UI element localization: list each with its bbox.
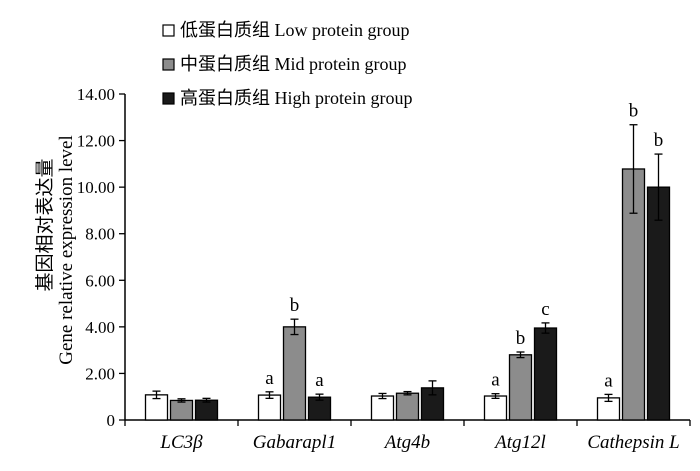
- y-axis-label-en: Gene relative expression level: [56, 135, 77, 364]
- significance-label: b: [654, 130, 664, 151]
- significance-label: a: [265, 368, 274, 389]
- bar: [395, 392, 420, 421]
- significance-label: c: [541, 299, 549, 320]
- bar: [508, 354, 533, 421]
- legend-swatch: [162, 24, 175, 37]
- y-tick-label: 2.00: [85, 364, 115, 383]
- y-tick-label: 6.00: [85, 271, 115, 290]
- axes: 0 2.00 4.00 6.00 8.00 10.00 12.00 14.00: [77, 85, 691, 430]
- significance-label: a: [315, 370, 324, 391]
- bar: [646, 186, 671, 421]
- bar: [370, 395, 395, 421]
- y-tick-label: 8.00: [85, 225, 115, 244]
- legend-label: 中蛋白质组 Mid protein group: [180, 54, 407, 74]
- bar: [169, 399, 194, 421]
- category-label: Cathepsin L: [587, 432, 679, 453]
- category-label: Atg4b: [383, 432, 430, 453]
- significance-label: a: [604, 370, 613, 391]
- bar: [483, 395, 508, 421]
- significance-label: a: [491, 370, 500, 391]
- bar: [533, 327, 558, 421]
- bar: [194, 399, 219, 421]
- category-label: Atg12l: [493, 432, 546, 453]
- significance-label: b: [516, 328, 526, 349]
- category-label: Gabarapl1: [253, 432, 336, 453]
- y-axis-label-cn: 基因相对表达量: [34, 158, 56, 291]
- significance-label: b: [629, 101, 639, 122]
- legend-swatch: [162, 58, 175, 71]
- y-tick-label: 0: [107, 411, 116, 430]
- legend: 低蛋白质组 Low protein group 中蛋白质组 Mid protein…: [162, 20, 412, 108]
- bar: [282, 326, 307, 421]
- category-labels: LC3β Gabarapl1 Atg4b Atg12l Cathepsin L: [159, 432, 679, 453]
- y-tick-label: 10.00: [77, 178, 115, 197]
- y-axis-title: 基因相对表达量 Gene relative expression level: [34, 135, 77, 364]
- category-label: LC3β: [159, 432, 203, 453]
- y-tick-label: 14.00: [77, 85, 115, 104]
- legend-label: 低蛋白质组 Low protein group: [180, 20, 409, 40]
- significance-label: b: [290, 295, 300, 316]
- legend-label: 高蛋白质组 High protein group: [180, 88, 412, 108]
- legend-swatch: [162, 92, 175, 105]
- y-tick-label: 12.00: [77, 132, 115, 151]
- y-tick-label: 4.00: [85, 318, 115, 337]
